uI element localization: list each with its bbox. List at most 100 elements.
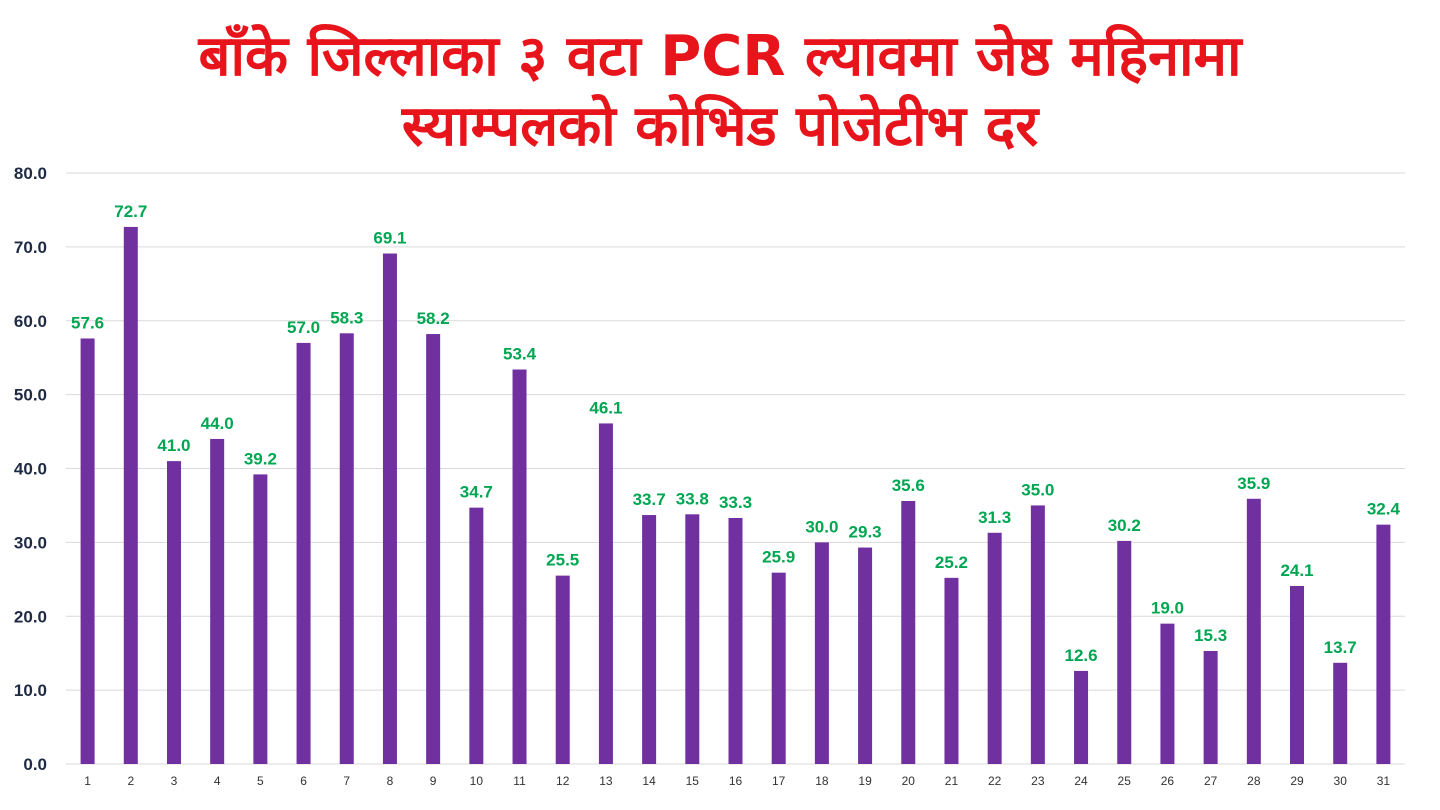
bar-day-27 bbox=[1203, 650, 1218, 764]
bar-day-24 bbox=[1074, 670, 1089, 764]
bar-day-26 bbox=[1160, 623, 1175, 764]
x-tick-label: 18 bbox=[815, 774, 829, 788]
data-labels: 57.6 72.7 41.0 44.0 39.2 57.0 58.3 69.1 58.2 34.7… bbox=[71, 202, 1400, 665]
x-tick-label: 27 bbox=[1204, 774, 1218, 788]
x-tick-label: 1 bbox=[84, 774, 91, 788]
data-label: 58.3 bbox=[330, 308, 363, 327]
bar-day-19 bbox=[858, 547, 873, 764]
x-tick-label: 22 bbox=[988, 774, 1002, 788]
x-tick-label: 5 bbox=[257, 774, 264, 788]
bar-day-2 bbox=[123, 226, 138, 764]
x-tick-label: 4 bbox=[214, 774, 221, 788]
y-tick-label: 40.0 bbox=[14, 460, 47, 479]
bar-day-6 bbox=[296, 342, 311, 764]
data-label: 39.2 bbox=[244, 449, 277, 468]
bar-day-8 bbox=[382, 253, 397, 764]
bar-day-13 bbox=[598, 423, 613, 764]
bar-day-11 bbox=[512, 369, 527, 764]
data-label: 31.3 bbox=[978, 508, 1011, 527]
x-tick-label: 8 bbox=[387, 774, 394, 788]
x-tick-label: 10 bbox=[470, 774, 484, 788]
x-tick-label: 28 bbox=[1247, 774, 1261, 788]
x-tick-label: 6 bbox=[300, 774, 307, 788]
bar-day-7 bbox=[339, 333, 354, 764]
x-tick-label: 26 bbox=[1161, 774, 1175, 788]
bar-day-14 bbox=[642, 515, 657, 764]
bar-day-25 bbox=[1117, 540, 1132, 764]
bar-day-3 bbox=[166, 461, 181, 764]
data-label: 33.7 bbox=[633, 490, 666, 509]
bar-day-29 bbox=[1290, 585, 1305, 764]
data-label: 69.1 bbox=[373, 229, 406, 248]
bar-day-16 bbox=[728, 517, 743, 764]
bar-day-4 bbox=[210, 438, 225, 764]
x-tick-label: 17 bbox=[772, 774, 786, 788]
data-label: 46.1 bbox=[589, 398, 622, 417]
data-label: 58.2 bbox=[417, 309, 450, 328]
data-label: 12.6 bbox=[1065, 646, 1098, 665]
data-label: 34.7 bbox=[460, 483, 493, 502]
data-label: 57.0 bbox=[287, 318, 320, 337]
bar-day-31 bbox=[1376, 524, 1391, 764]
data-label: 25.9 bbox=[762, 548, 795, 567]
data-label: 13.7 bbox=[1324, 638, 1357, 657]
x-tick-label: 3 bbox=[171, 774, 178, 788]
x-tick-label: 29 bbox=[1290, 774, 1304, 788]
data-label: 30.0 bbox=[805, 517, 838, 536]
x-tick-label: 15 bbox=[686, 774, 700, 788]
data-label: 30.2 bbox=[1108, 516, 1141, 535]
data-label: 35.9 bbox=[1237, 474, 1270, 493]
y-tick-label: 70.0 bbox=[14, 238, 47, 257]
data-label: 25.2 bbox=[935, 553, 968, 572]
bar-day-28 bbox=[1246, 498, 1261, 764]
y-tick-label: 80.0 bbox=[14, 164, 47, 183]
chart-title-line-2: स्याम्पलको कोभिड पोजेटीभ दर bbox=[401, 94, 1039, 159]
bar-day-23 bbox=[1030, 505, 1045, 764]
x-tick-label: 11 bbox=[513, 774, 526, 788]
y-tick-label: 0.0 bbox=[23, 755, 47, 774]
bars bbox=[80, 226, 1391, 764]
y-tick-label: 30.0 bbox=[14, 533, 47, 552]
x-tick-label: 9 bbox=[430, 774, 437, 788]
data-label: 57.6 bbox=[71, 313, 104, 332]
bar-day-12 bbox=[555, 575, 570, 764]
bar-day-5 bbox=[253, 474, 268, 764]
data-label: 44.0 bbox=[201, 414, 234, 433]
bar-day-1 bbox=[80, 338, 95, 764]
y-tick-label: 10.0 bbox=[14, 681, 47, 700]
x-tick-label: 25 bbox=[1118, 774, 1132, 788]
x-tick-label: 21 bbox=[945, 774, 959, 788]
bar-day-30 bbox=[1333, 662, 1348, 764]
x-tick-label: 23 bbox=[1031, 774, 1045, 788]
x-tick-label: 2 bbox=[127, 774, 134, 788]
x-tick-label: 12 bbox=[556, 774, 570, 788]
data-label: 15.3 bbox=[1194, 626, 1227, 645]
bar-day-10 bbox=[469, 507, 484, 764]
x-tick-label: 20 bbox=[902, 774, 916, 788]
x-tick-label: 19 bbox=[858, 774, 872, 788]
data-label: 35.6 bbox=[892, 476, 925, 495]
data-label: 33.3 bbox=[719, 493, 752, 512]
bar-day-9 bbox=[426, 334, 441, 764]
data-label: 72.7 bbox=[114, 202, 147, 221]
bar-day-20 bbox=[901, 501, 916, 764]
data-label: 33.8 bbox=[676, 489, 709, 508]
y-tick-label: 50.0 bbox=[14, 386, 47, 405]
x-tick-label: 14 bbox=[642, 774, 656, 788]
data-label: 24.1 bbox=[1280, 561, 1313, 580]
data-label: 53.4 bbox=[503, 345, 537, 364]
y-tick-label: 60.0 bbox=[14, 312, 47, 331]
x-tick-label: 13 bbox=[599, 774, 613, 788]
bar-day-17 bbox=[771, 572, 786, 764]
chart-title: बाँके जिल्लाका ३ वटा PCR ल्यावमा जेष्ठ म… bbox=[0, 22, 1440, 162]
data-label: 35.0 bbox=[1021, 480, 1054, 499]
bar-day-21 bbox=[944, 577, 959, 764]
data-label: 32.4 bbox=[1367, 500, 1401, 519]
y-axis-tick-labels: 0.0 10.0 20.0 30.0 40.0 50.0 60.0 70.0 80.0 bbox=[14, 164, 47, 774]
x-tick-label: 31 bbox=[1377, 774, 1391, 788]
y-tick-label: 20.0 bbox=[14, 607, 47, 626]
chart-title-line-1: बाँके जिल्लाका ३ वटा PCR ल्यावमा जेष्ठ म… bbox=[198, 24, 1242, 89]
data-label: 29.3 bbox=[849, 523, 882, 542]
x-tick-label: 24 bbox=[1074, 774, 1088, 788]
